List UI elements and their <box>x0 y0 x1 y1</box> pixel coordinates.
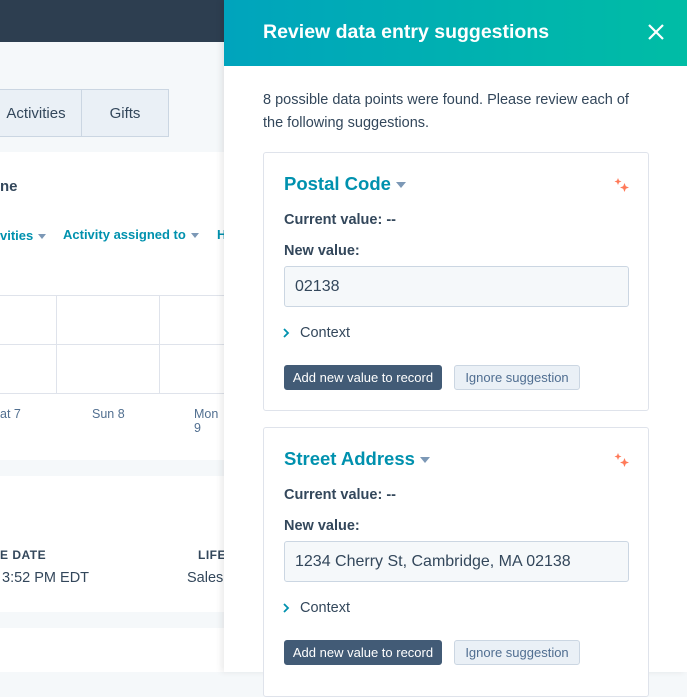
tab-label: Gifts <box>109 104 141 122</box>
new-value-label: New value: <box>284 518 360 534</box>
add-new-value-button[interactable]: Add new value to record <box>284 365 442 390</box>
date-label: at 7 <box>0 407 21 421</box>
chevron-right-icon <box>283 328 290 338</box>
current-value: Current value: -- <box>284 212 396 228</box>
cell-value: 3:52 PM EDT <box>2 570 90 586</box>
properties-card: E DATE LIFE 3:52 PM EDT Sales <box>0 476 226 612</box>
divider <box>159 295 160 393</box>
context-toggle[interactable]: Context <box>282 325 350 341</box>
tab-activities[interactable]: Activities <box>0 89 82 137</box>
divider <box>0 393 224 394</box>
column-header: E DATE <box>0 548 47 562</box>
card <box>0 628 224 672</box>
add-new-value-button[interactable]: Add new value to record <box>284 640 442 665</box>
field-name-dropdown[interactable]: Street Address <box>284 448 430 470</box>
chevron-right-icon <box>283 603 290 613</box>
section-title: ne <box>0 178 18 195</box>
cell-value: Sales <box>187 570 224 586</box>
tab-gifts[interactable]: Gifts <box>81 89 169 137</box>
review-suggestions-panel: Review data entry suggestions 8 possible… <box>224 0 687 697</box>
column-header: LIFE <box>198 548 226 562</box>
date-label: Sun 8 <box>92 407 125 421</box>
filter-activity-assigned[interactable]: Activity assigned to <box>63 227 199 242</box>
sparkle-icon <box>614 452 630 473</box>
new-value-input[interactable]: 1234 Cherry St, Cambridge, MA 02138 <box>284 541 629 582</box>
caret-down-icon <box>190 233 199 239</box>
divider <box>0 344 224 345</box>
panel-header: Review data entry suggestions <box>224 0 687 66</box>
caret-down-icon <box>419 457 430 464</box>
activity-card: ne vities Activity assigned to H at 7 Su… <box>0 152 227 460</box>
suggestion-card: Street Address Current value: -- New val… <box>263 427 649 697</box>
ignore-suggestion-button[interactable]: Ignore suggestion <box>454 365 580 390</box>
tab-label: Activities <box>6 104 66 122</box>
divider <box>56 295 57 393</box>
new-value-label: New value: <box>284 243 360 259</box>
new-value-input[interactable]: 02138 <box>284 266 629 307</box>
caret-down-icon <box>395 182 406 189</box>
current-value: Current value: -- <box>284 487 396 503</box>
context-toggle[interactable]: Context <box>282 600 350 616</box>
panel-title: Review data entry suggestions <box>263 21 550 43</box>
date-label: Mon 9 <box>194 407 219 435</box>
intro-text: 8 possible data points were found. Pleas… <box>263 92 629 131</box>
filter-activities[interactable]: vities <box>0 228 47 243</box>
ignore-suggestion-button[interactable]: Ignore suggestion <box>454 640 580 665</box>
close-icon[interactable] <box>644 20 668 44</box>
suggestion-card: Postal Code Current value: -- New value:… <box>263 152 649 411</box>
divider <box>0 295 224 296</box>
top-nav-bar <box>0 0 224 42</box>
field-name-dropdown[interactable]: Postal Code <box>284 173 406 195</box>
sparkle-icon <box>614 177 630 198</box>
caret-down-icon <box>38 234 47 240</box>
filter-more[interactable]: H <box>217 227 227 242</box>
